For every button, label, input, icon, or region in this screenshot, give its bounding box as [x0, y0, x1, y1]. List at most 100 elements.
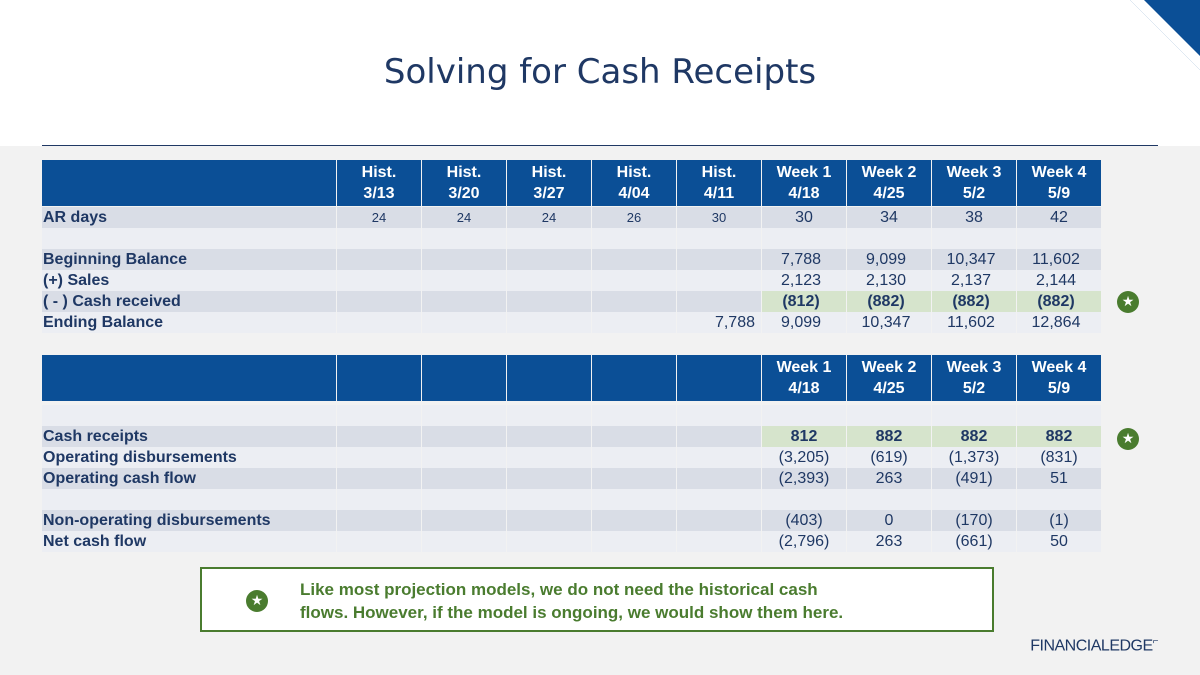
table-cell: 7,788 — [762, 249, 846, 270]
empty-cell — [337, 447, 421, 468]
row-label: Operating disbursements — [42, 447, 336, 468]
empty-cell — [592, 510, 676, 531]
row-label: Non-operating disbursements — [42, 510, 336, 531]
empty-cell — [677, 426, 761, 447]
empty-cell — [422, 510, 506, 531]
header-week-1: Week 1 4/18 — [762, 160, 846, 206]
table-cell — [337, 270, 421, 291]
header-hist-4: Hist. 4/04 — [592, 160, 676, 206]
header-blank — [42, 160, 336, 206]
spacer-cell — [42, 405, 336, 426]
header-hist-2: Hist. 3/20 — [422, 160, 506, 206]
spacer-cell — [762, 405, 846, 426]
table-cell: (2,393) — [762, 468, 846, 489]
table-cell: (170) — [932, 510, 1016, 531]
empty-cell — [592, 426, 676, 447]
table-cell: 30 — [762, 207, 846, 228]
row-label: ( - ) Cash received — [42, 291, 336, 312]
table-cell: 38 — [932, 207, 1016, 228]
table-cell: 2,137 — [932, 270, 1016, 291]
empty-cell — [592, 447, 676, 468]
spacer-cell — [677, 489, 761, 510]
header-blank — [422, 355, 506, 401]
corner-decoration — [1130, 0, 1200, 70]
table-cell — [507, 270, 591, 291]
spacer-cell — [507, 405, 591, 426]
table-cell: 9,099 — [847, 249, 931, 270]
header-blank — [337, 355, 421, 401]
note-line-2: flows. However, if the model is ongoing,… — [300, 603, 844, 622]
empty-cell — [677, 531, 761, 552]
spacer-cell — [1017, 405, 1101, 426]
table-cell — [592, 291, 676, 312]
table-cell: 263 — [847, 468, 931, 489]
header-week-3: Week 3 5/2 — [932, 355, 1016, 401]
header-week-3: Week 3 5/2 — [932, 160, 1016, 206]
spacer-cell — [677, 228, 761, 249]
spacer-cell — [932, 489, 1016, 510]
empty-cell — [422, 426, 506, 447]
table-cell — [422, 270, 506, 291]
spacer-cell — [337, 489, 421, 510]
spacer-cell — [1017, 228, 1101, 249]
row-label: AR days — [42, 207, 336, 228]
empty-cell — [592, 468, 676, 489]
spacer-cell — [592, 405, 676, 426]
table-cell: 10,347 — [847, 312, 931, 333]
spacer-cell — [1017, 489, 1101, 510]
table-cell: 882 — [1017, 426, 1101, 447]
table-cell: (1) — [1017, 510, 1101, 531]
spacer-cell — [677, 405, 761, 426]
header-hist-5: Hist. 4/11 — [677, 160, 761, 206]
table-cell — [592, 249, 676, 270]
table-cell: (619) — [847, 447, 931, 468]
table-cell: 42 — [1017, 207, 1101, 228]
header-blank — [677, 355, 761, 401]
spacer-cell — [507, 489, 591, 510]
header-blank — [42, 355, 336, 401]
table-cell: (491) — [932, 468, 1016, 489]
table-cell — [422, 312, 506, 333]
empty-cell — [337, 510, 421, 531]
spacer-cell — [337, 228, 421, 249]
cashflow-table: Week 1 4/18 Week 2 4/25 Week 3 5/2 Week 4 5/… — [42, 355, 1101, 401]
table-cell — [677, 270, 761, 291]
table-cell — [507, 312, 591, 333]
table-cell — [677, 249, 761, 270]
spacer-cell — [422, 405, 506, 426]
spacer-cell — [422, 489, 506, 510]
empty-cell — [507, 510, 591, 531]
table-cell — [337, 291, 421, 312]
page-title: Solving for Cash Receipts — [383, 52, 817, 92]
table-cell: 24 — [337, 207, 421, 228]
header-blank — [592, 355, 676, 401]
table-cell: 26 — [592, 207, 676, 228]
cashflow-table-body: Cash receipts 812 882 882 882 Operating disbu… — [42, 405, 1101, 552]
table-cell: (1,373) — [932, 447, 1016, 468]
table-cell: 0 — [847, 510, 931, 531]
star-icon: ★ — [1117, 291, 1139, 313]
table-cell: 30 — [677, 207, 761, 228]
header-hist-3: Hist. 3/27 — [507, 160, 591, 206]
spacer-cell — [847, 228, 931, 249]
empty-cell — [422, 531, 506, 552]
table-cell — [677, 291, 761, 312]
ar-table-body: AR days 24 24 24 26 30 30 34 38 42 Beginning Balan… — [42, 207, 1101, 333]
table-cell: 2,123 — [762, 270, 846, 291]
star-icon: ★ — [246, 590, 268, 612]
table-cell: 2,144 — [1017, 270, 1101, 291]
table-cell: 11,602 — [932, 312, 1016, 333]
empty-cell — [507, 447, 591, 468]
empty-cell — [337, 531, 421, 552]
empty-cell — [507, 531, 591, 552]
header-week-1: Week 1 4/18 — [762, 355, 846, 401]
spacer-cell — [42, 228, 336, 249]
spacer-cell — [847, 489, 931, 510]
table-cell: (831) — [1017, 447, 1101, 468]
table-cell: 812 — [762, 426, 846, 447]
row-label: Operating cash flow — [42, 468, 336, 489]
star-icon: ★ — [1117, 428, 1139, 450]
table-cell: (882) — [847, 291, 931, 312]
empty-cell — [422, 468, 506, 489]
table-cell — [592, 270, 676, 291]
